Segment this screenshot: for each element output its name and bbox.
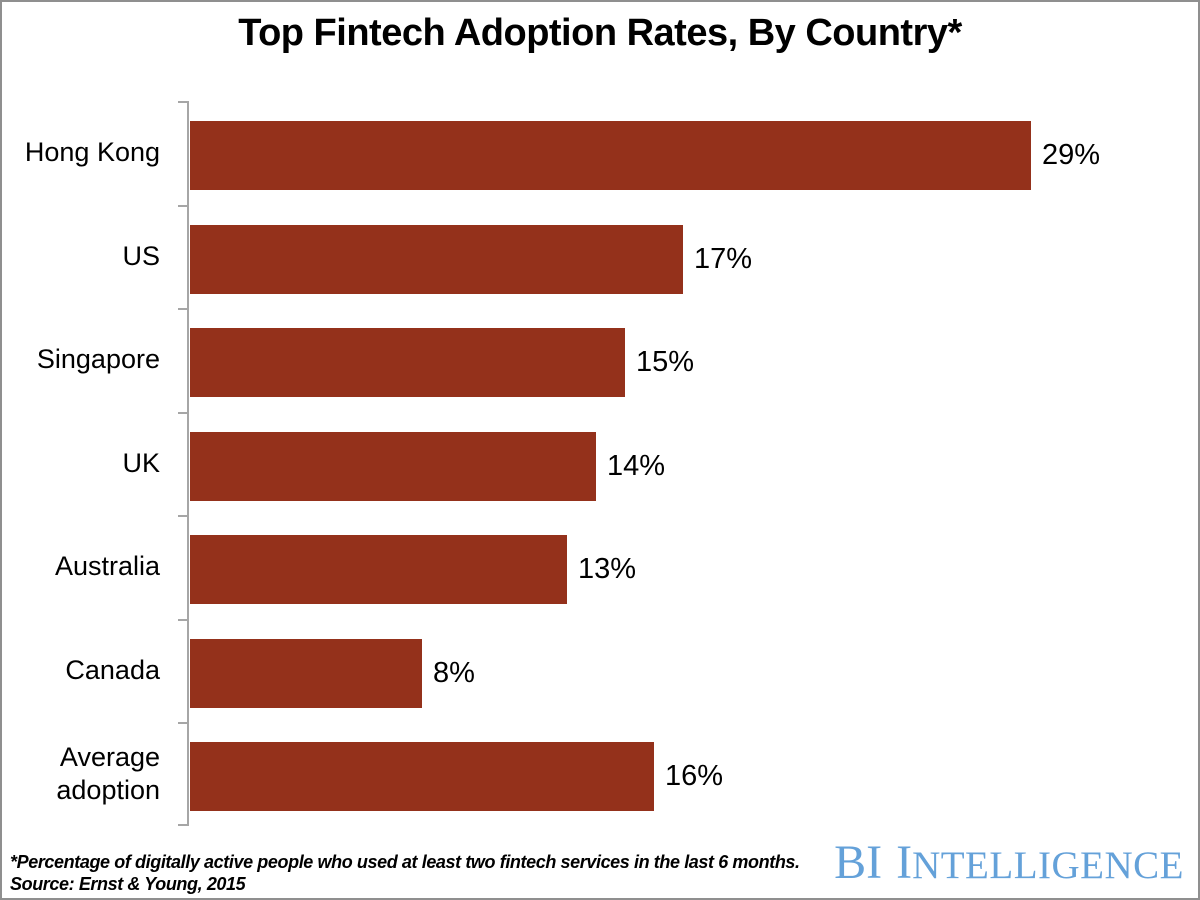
bar-track: 13% xyxy=(188,515,1198,619)
y-axis-line xyxy=(187,101,189,826)
bar xyxy=(190,328,625,398)
category-label: UK xyxy=(122,447,160,478)
bar xyxy=(190,431,596,501)
bar-row: UK 14% xyxy=(2,412,1198,516)
value-label: 8% xyxy=(433,656,475,689)
bar xyxy=(190,121,1031,190)
footnote: *Percentage of digitally active people w… xyxy=(10,851,800,895)
bar-track: 15% xyxy=(188,308,1198,412)
bar-row: Hong Kong 29% xyxy=(2,101,1198,205)
axis-tick xyxy=(178,515,187,518)
category-label: Average adoption xyxy=(56,742,160,806)
plot-area: Hong Kong 29% US 17% Singapore 15% UK 14% Austra… xyxy=(2,101,1198,826)
category-label: US xyxy=(122,240,160,271)
bar-row: US 17% xyxy=(2,205,1198,309)
logo-text-bi: BI xyxy=(834,836,883,889)
value-label: 14% xyxy=(607,449,666,482)
value-label: 16% xyxy=(665,760,724,793)
axis-tick xyxy=(178,204,187,207)
bar xyxy=(190,224,683,294)
logo-text-intelligence-initial: I xyxy=(896,836,913,889)
bar-track: 16% xyxy=(188,722,1198,826)
axis-tick xyxy=(178,824,187,826)
value-label: 13% xyxy=(578,553,637,586)
category-label: Hong Kong xyxy=(24,137,160,168)
axis-tick xyxy=(178,411,187,414)
axis-tick xyxy=(178,722,187,725)
bar-row: Canada 8% xyxy=(2,619,1198,723)
logo-text-intelligence-rest: NTELLIGENCE xyxy=(912,844,1184,887)
footnote-line-1: *Percentage of digitally active people w… xyxy=(10,852,800,872)
bar xyxy=(190,742,654,812)
value-label: 15% xyxy=(636,346,695,379)
bar-track: 29% xyxy=(188,101,1198,205)
chart-title: Top Fintech Adoption Rates, By Country* xyxy=(238,12,962,54)
axis-tick xyxy=(178,308,187,311)
footnote-line-2: Source: Ernst & Young, 2015 xyxy=(10,874,246,894)
value-label: 17% xyxy=(694,242,753,275)
bi-intelligence-logo: BI INTELLIGENCE xyxy=(834,839,1184,887)
bar-row: Australia 13% xyxy=(2,515,1198,619)
bar xyxy=(190,535,567,605)
axis-tick xyxy=(178,101,187,103)
axis-tick xyxy=(178,618,187,621)
bar-row: Singapore 15% xyxy=(2,308,1198,412)
category-label: Canada xyxy=(65,655,160,685)
value-label: 29% xyxy=(1042,139,1101,171)
category-label: Australia xyxy=(54,551,160,582)
bar-track: 8% xyxy=(188,619,1198,723)
category-label: Singapore xyxy=(36,344,160,375)
bar-track: 17% xyxy=(188,205,1198,309)
bar-track: 14% xyxy=(188,412,1198,516)
bar-row: Average adoption 16% xyxy=(2,722,1198,826)
bar xyxy=(190,638,422,708)
